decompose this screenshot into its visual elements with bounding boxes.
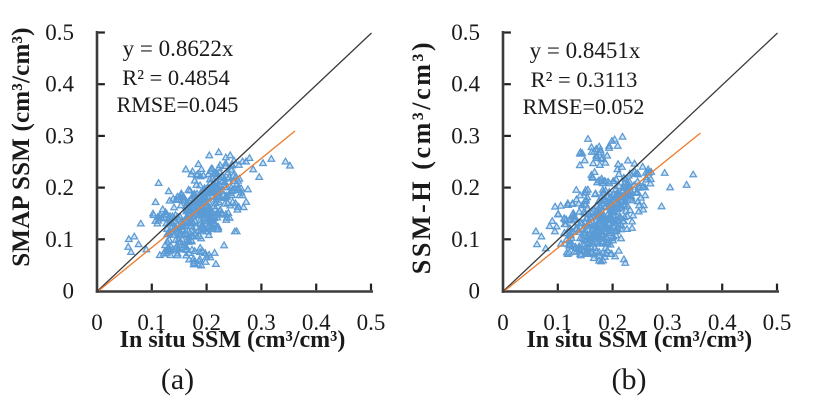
svg-text:0.2: 0.2 (598, 310, 627, 335)
svg-text:0.4: 0.4 (45, 72, 74, 97)
svg-text:0.1: 0.1 (137, 310, 166, 335)
svg-text:0.3: 0.3 (247, 310, 276, 335)
svg-text:0.1: 0.1 (451, 227, 480, 252)
svg-text:0.4: 0.4 (302, 310, 331, 335)
svg-text:In situ SSM (cm³/cm³): In situ SSM (cm³/cm³) (526, 327, 752, 353)
svg-text:0.4: 0.4 (451, 72, 480, 97)
svg-text:0.2: 0.2 (451, 175, 480, 200)
svg-text:0.3: 0.3 (653, 310, 682, 335)
svg-text:SMAP SSM (cm³/cm³): SMAP SSM (cm³/cm³) (8, 27, 35, 266)
svg-text:0.5: 0.5 (45, 20, 74, 45)
svg-text:y = 0.8622x: y = 0.8622x (123, 36, 234, 61)
svg-text:0: 0 (497, 310, 509, 335)
svg-text:0.5: 0.5 (357, 310, 386, 335)
svg-text:0.2: 0.2 (45, 175, 74, 200)
svg-text:0.3: 0.3 (451, 123, 480, 148)
svg-text:R² = 0.4854: R² = 0.4854 (122, 65, 230, 90)
svg-text:0.1: 0.1 (45, 227, 74, 252)
svg-text:RMSE=0.052: RMSE=0.052 (523, 94, 645, 119)
svg-text:y = 0.8451x: y = 0.8451x (530, 38, 641, 63)
svg-text:0: 0 (91, 310, 103, 335)
svg-text:0.5: 0.5 (763, 310, 792, 335)
svg-text:0.3: 0.3 (45, 123, 74, 148)
svg-text:0: 0 (469, 279, 481, 304)
svg-text:In situ SSM (cm³/cm³): In situ SSM (cm³/cm³) (120, 327, 346, 353)
svg-text:R² = 0.3113: R² = 0.3113 (531, 67, 638, 92)
svg-text:SSM-H (cm³/cm³): SSM-H (cm³/cm³) (407, 40, 436, 274)
svg-text:0.4: 0.4 (708, 310, 737, 335)
svg-text:0.2: 0.2 (192, 310, 221, 335)
svg-text:0.1: 0.1 (543, 310, 572, 335)
svg-text:RMSE=0.045: RMSE=0.045 (117, 92, 239, 117)
svg-text:0.5: 0.5 (451, 20, 480, 45)
svg-text:(b): (b) (612, 363, 647, 396)
svg-text:(a): (a) (161, 363, 194, 396)
svg-text:0: 0 (63, 279, 75, 304)
